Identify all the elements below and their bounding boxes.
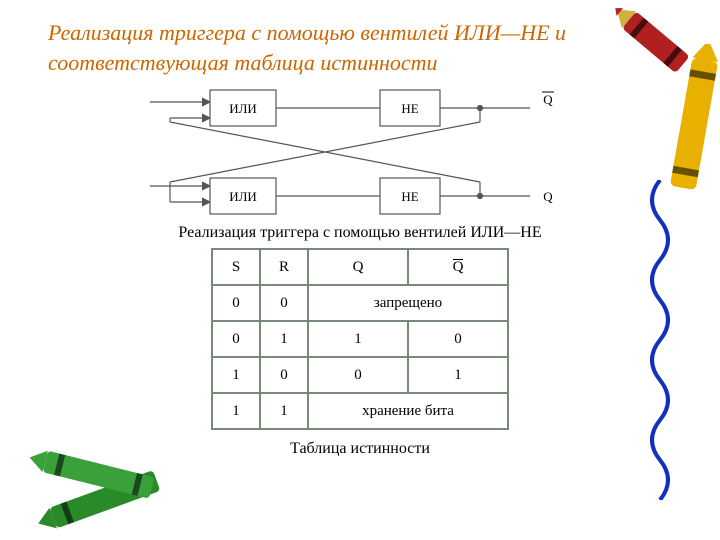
not-gate-top: НЕ: [401, 101, 418, 116]
col-r: R: [260, 249, 308, 285]
col-q: Q: [308, 249, 408, 285]
col-qbar: Q: [408, 249, 508, 285]
table-row: 01 10: [212, 321, 508, 357]
diagram-caption: Реализация триггера с помощью вентилей И…: [0, 224, 720, 242]
page-title: Реализация триггера с помощью вентилей И…: [48, 18, 608, 77]
squiggle-icon: [640, 180, 680, 500]
output-q: Q: [543, 189, 553, 204]
crayon-green-icon: [28, 434, 168, 540]
truth-table: S R Q Q 00 запрещено 01 10 10 01 11 хран…: [211, 248, 509, 430]
table-row: 11 хранение бита: [212, 393, 508, 429]
not-gate-bottom: НЕ: [401, 189, 418, 204]
trigger-diagram: ИЛИ ИЛИ НЕ НЕ Q Q: [150, 82, 570, 222]
output-qbar: Q: [543, 92, 553, 107]
table-row: 00 запрещено: [212, 285, 508, 321]
table-row: 10 01: [212, 357, 508, 393]
table-header-row: S R Q Q: [212, 249, 508, 285]
or-gate-bottom: ИЛИ: [229, 189, 257, 204]
or-gate-top: ИЛИ: [229, 101, 257, 116]
col-s: S: [212, 249, 260, 285]
